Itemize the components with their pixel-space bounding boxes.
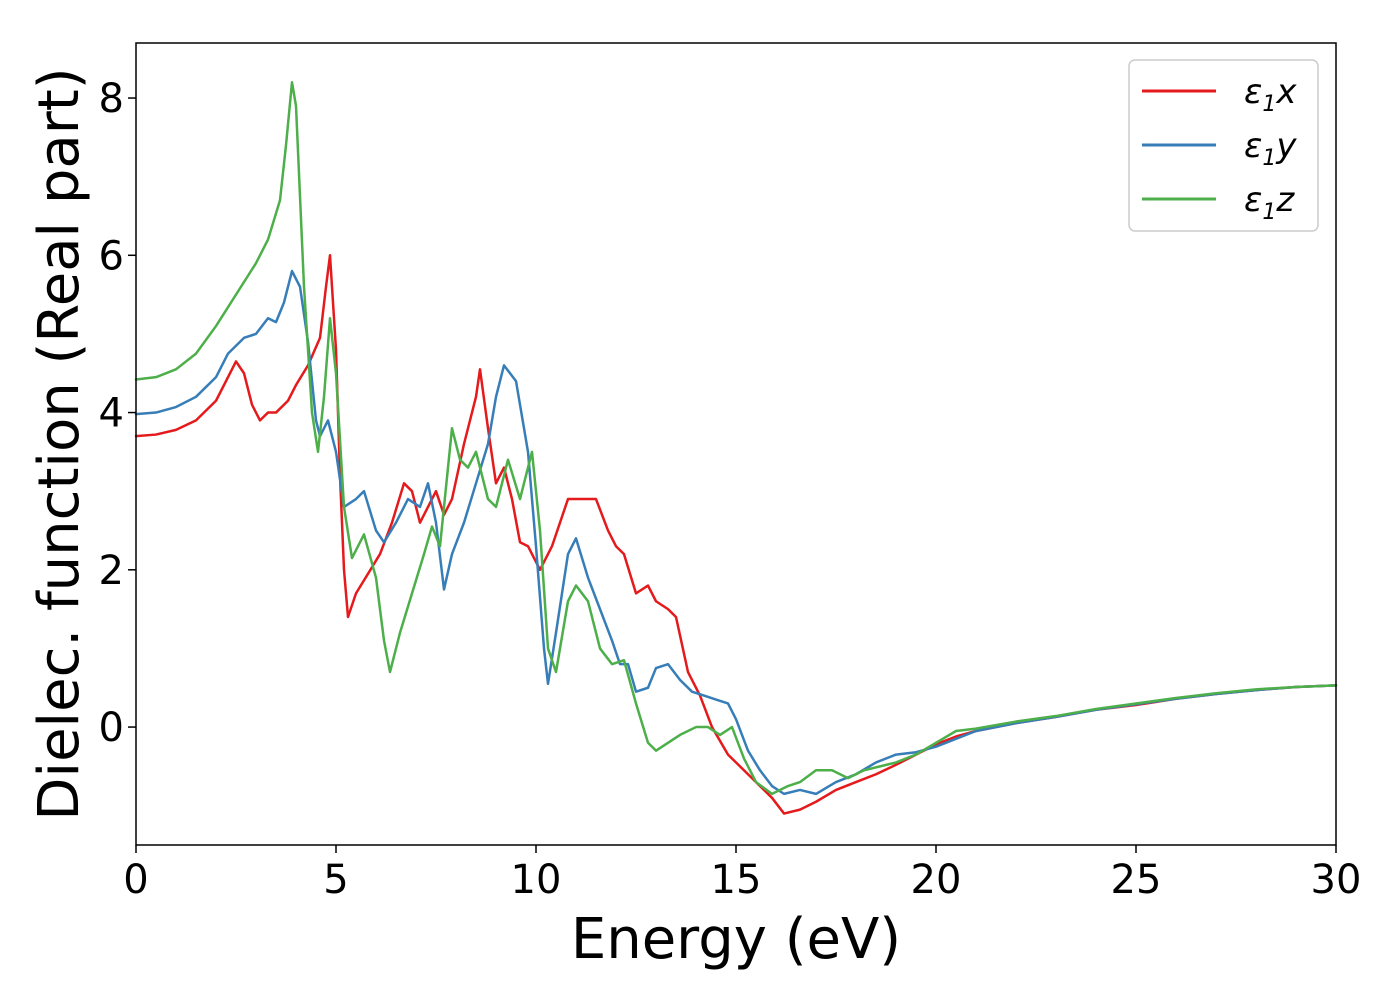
legend-label-x: ε1x <box>1244 72 1297 117</box>
x-tick-label: 15 <box>711 857 762 903</box>
legend-label-y: ε1y <box>1244 126 1297 171</box>
x-tick-label: 10 <box>511 857 562 903</box>
y-tick-label: 8 <box>99 76 124 122</box>
series-line-x <box>134 254 1338 815</box>
legend-frame <box>1128 59 1319 232</box>
x-tick-label: 20 <box>911 857 962 903</box>
series-layer <box>134 81 1338 815</box>
x-tick-label: 0 <box>123 857 148 903</box>
x-axis-title: Energy (eV) <box>571 907 901 972</box>
series-line-z <box>134 81 1338 796</box>
y-tick-label: 6 <box>99 233 124 279</box>
x-tick-label: 25 <box>1111 857 1162 903</box>
y-axis-title: Dielec. function (Real part) <box>27 67 92 820</box>
x-tick-label: 5 <box>323 857 348 903</box>
y-tick-label: 0 <box>99 705 124 751</box>
y-tick-label: 2 <box>99 548 124 594</box>
y-tick-label: 4 <box>99 391 124 437</box>
x-tick-label: 30 <box>1311 857 1362 903</box>
ticks-layer: 0 5 10 15 20 25 30 0 2 4 6 8 <box>99 76 1362 903</box>
series-line-y <box>134 269 1338 796</box>
legend-label-z: ε1z <box>1244 180 1295 225</box>
legend-items: ε1x ε1y ε1z <box>1142 72 1297 225</box>
legend: ε1x ε1y ε1z <box>1128 59 1319 232</box>
